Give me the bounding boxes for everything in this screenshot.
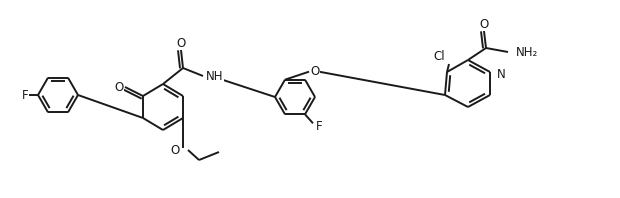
Text: F: F bbox=[316, 120, 322, 133]
Text: NH: NH bbox=[206, 69, 223, 83]
Text: O: O bbox=[170, 144, 180, 156]
Text: O: O bbox=[114, 81, 123, 93]
Text: NH₂: NH₂ bbox=[516, 46, 538, 58]
Text: F: F bbox=[22, 89, 29, 102]
Text: O: O bbox=[479, 17, 489, 30]
Text: Cl: Cl bbox=[433, 50, 445, 63]
Text: N: N bbox=[497, 68, 506, 81]
Text: O: O bbox=[311, 65, 320, 78]
Text: O: O bbox=[176, 36, 185, 50]
